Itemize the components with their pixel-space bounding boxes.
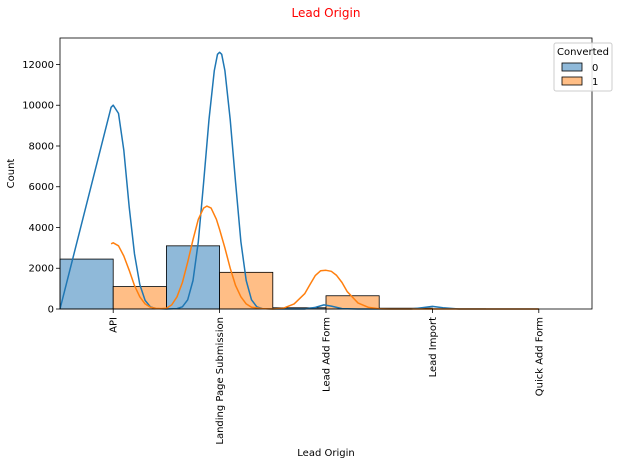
- x-tick-label: Quick Add Form: [534, 317, 545, 396]
- y-tick-label: 10000: [22, 101, 54, 112]
- y-tick-label: 8000: [29, 141, 54, 152]
- kde-curves-group: [59, 51, 539, 310]
- legend-swatch-0: [561, 62, 583, 72]
- x-tick-label: Lead Add Form: [322, 317, 333, 392]
- y-axis: 0 2000 4000 6000 8000 10000 12000: [22, 60, 60, 316]
- legend-swatch-1: [561, 76, 583, 86]
- bar-0-api: [59, 258, 114, 310]
- y-tick-label: 2000: [29, 264, 54, 275]
- x-axis-label: Lead Origin: [297, 448, 354, 459]
- kde-line-1: [110, 205, 539, 310]
- legend-label-1: 1: [592, 77, 598, 88]
- plot-frame: [59, 37, 593, 310]
- legend: Converted 0 1: [553, 42, 613, 92]
- legend-label-0: 0: [592, 63, 598, 74]
- y-axis-label: Count: [6, 159, 17, 189]
- legend-title: Converted: [557, 47, 609, 58]
- x-tick-label: API: [109, 317, 120, 333]
- y-tick-label: 4000: [29, 223, 54, 234]
- x-axis: API Landing Page Submission Lead Add Form L…: [109, 309, 545, 445]
- x-tick-label: Landing Page Submission: [215, 317, 226, 445]
- y-tick-label: 6000: [29, 182, 54, 193]
- kde-line-0: [59, 51, 539, 310]
- chart-title: Lead Origin: [292, 6, 361, 20]
- x-tick-label: Lead Import: [428, 317, 439, 377]
- y-tick-label: 0: [48, 305, 54, 316]
- y-tick-label: 12000: [22, 60, 54, 71]
